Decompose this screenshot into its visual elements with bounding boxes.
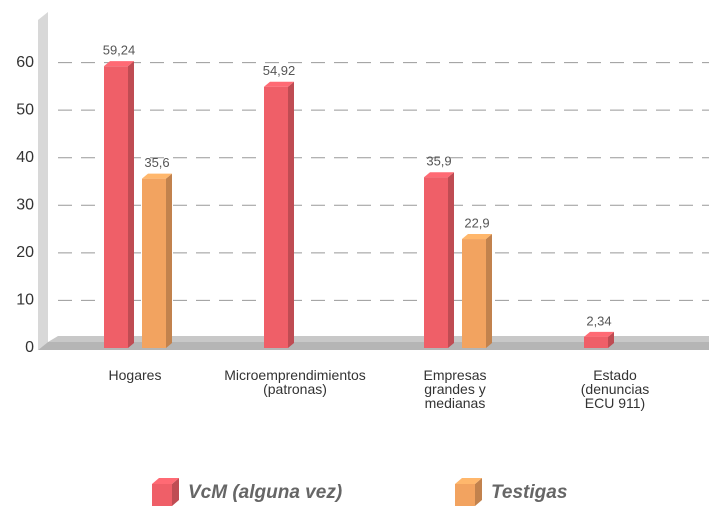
- legend-label: Testigas: [491, 482, 567, 503]
- bar-front: [584, 336, 608, 348]
- bar-top: [142, 173, 172, 179]
- y-tick-label: 60: [16, 54, 34, 71]
- legend-label: VcM (alguna vez): [188, 482, 342, 503]
- legend-swatch: [152, 484, 172, 506]
- bar-side: [486, 234, 492, 348]
- x-tick-label: Microemprendimientos (patronas): [224, 367, 366, 397]
- bar: [264, 81, 294, 348]
- bar-top: [424, 172, 454, 178]
- bar-side: [288, 81, 294, 348]
- bar: [142, 173, 172, 348]
- x-tick-label: Empresas grandes y medianas: [423, 367, 486, 411]
- bar-top: [104, 61, 134, 67]
- bar-front: [104, 66, 128, 348]
- value-label: 35,9: [426, 154, 451, 169]
- bar-front: [142, 178, 166, 348]
- y-tick-label: 0: [25, 339, 34, 356]
- bar: [424, 172, 454, 348]
- value-label: 54,92: [263, 63, 296, 78]
- bar-top: [584, 331, 614, 337]
- floor-front: [38, 342, 709, 350]
- bar-front: [462, 239, 486, 348]
- y-tick-label: 10: [16, 292, 34, 309]
- bar: [104, 61, 134, 348]
- axis-wall: [38, 12, 48, 350]
- bar: [462, 234, 492, 348]
- value-label: 59,24: [103, 43, 136, 58]
- bar-front: [424, 177, 448, 348]
- legend-swatch: [455, 484, 475, 506]
- bar: [584, 331, 614, 348]
- y-tick-label: 40: [16, 149, 34, 166]
- legend-swatch-side: [475, 478, 482, 506]
- bar-side: [166, 173, 172, 348]
- x-tick-label: Estado (denuncias ECU 911): [581, 367, 650, 411]
- value-label: 22,9: [464, 215, 489, 230]
- y-tick-label: 30: [16, 197, 34, 214]
- bar-front: [264, 86, 288, 348]
- floor-top: [48, 336, 709, 342]
- value-label: 35,6: [144, 155, 169, 170]
- x-tick-label: Hogares: [109, 367, 162, 383]
- y-tick-label: 50: [16, 101, 34, 118]
- bar-side: [448, 172, 454, 348]
- legend-swatch-top: [455, 478, 482, 484]
- value-label: 2,34: [586, 313, 611, 328]
- bar-top: [264, 81, 294, 87]
- legend-swatch-side: [172, 478, 179, 506]
- legend-swatch-top: [152, 478, 179, 484]
- y-tick-label: 20: [16, 244, 34, 261]
- bar-side: [128, 61, 134, 348]
- bar-side: [608, 331, 614, 348]
- bar-top: [462, 234, 492, 240]
